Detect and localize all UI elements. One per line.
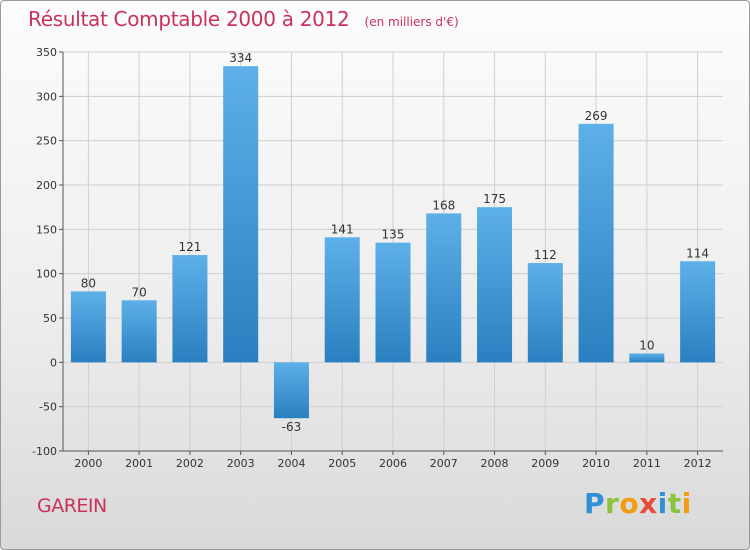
logo-letter: i	[681, 487, 692, 520]
x-tick-label: 2004	[277, 457, 305, 470]
bar-2008	[477, 207, 513, 363]
data-label-2009: 112	[534, 248, 557, 262]
x-tick-label: 2007	[430, 457, 458, 470]
data-label-2003: 334	[229, 51, 252, 65]
proxiti-logo[interactable]: Proxiti	[584, 487, 692, 520]
data-label-2012: 114	[686, 246, 709, 260]
bars	[70, 66, 716, 419]
x-tick-label: 2006	[379, 457, 407, 470]
x-tick-label: 2002	[176, 457, 204, 470]
data-label-2011: 10	[639, 338, 654, 352]
logo-letter: r	[605, 487, 620, 520]
chart-title: Résultat Comptable 2000 à 2012	[28, 7, 350, 31]
logo-letter: t	[667, 487, 682, 520]
bar-2003	[223, 66, 259, 363]
x-tick-label: 2012	[684, 457, 712, 470]
x-tick-label: 2009	[531, 457, 559, 470]
bar-2011	[629, 353, 665, 363]
y-tick-label: 250	[36, 135, 57, 148]
data-label-2002: 121	[178, 240, 201, 254]
bar-2010	[578, 123, 614, 363]
data-labels: 80 70 121 334 -63 141 135 168 175 112 269 10 114	[81, 51, 709, 434]
bar-2007	[426, 213, 462, 363]
x-tick-label: 2011	[633, 457, 661, 470]
y-tick-label: 150	[36, 223, 57, 236]
y-tick-label: 100	[36, 268, 57, 281]
x-tick-label: 2001	[125, 457, 153, 470]
x-tick-label: 2010	[582, 457, 610, 470]
logo-letter: P	[584, 487, 606, 520]
bar-2000	[70, 291, 106, 363]
commune-name: GAREIN	[37, 495, 107, 517]
bar-2004	[273, 362, 309, 419]
logo-letter: o	[619, 487, 640, 520]
data-label-2000: 80	[81, 276, 96, 290]
data-label-2001: 70	[132, 285, 147, 299]
chart-header: Résultat Comptable 2000 à 2012 (en milli…	[28, 7, 459, 31]
x-tick-label: 2008	[481, 457, 509, 470]
y-tick-label: -100	[32, 445, 57, 458]
y-tick-label: 0	[50, 356, 57, 369]
data-label-2004: -63	[282, 420, 302, 434]
y-tick-label: 350	[36, 46, 57, 59]
chart-unit: (en milliers d'€)	[364, 15, 459, 29]
data-label-2010: 269	[585, 109, 608, 123]
data-label-2005: 141	[331, 222, 354, 236]
data-label-2008: 175	[483, 192, 506, 206]
x-tick-label: 2005	[328, 457, 356, 470]
y-tick-label: 50	[43, 312, 57, 325]
bar-2006	[375, 242, 411, 363]
axes: -100 -50 0 50 100 150 200 250 300 350 2000 2001 2002…	[32, 46, 723, 470]
y-tick-label: -50	[39, 401, 57, 414]
data-label-2006: 135	[382, 228, 405, 242]
data-label-2007: 168	[432, 198, 455, 212]
x-tick-label: 2003	[227, 457, 255, 470]
y-tick-label: 300	[36, 90, 57, 103]
bar-2001	[121, 300, 157, 363]
y-tick-label: 200	[36, 179, 57, 192]
bar-2012	[680, 261, 716, 363]
x-tick-label: 2000	[74, 457, 102, 470]
logo-letter: x	[639, 487, 658, 520]
logo-letter: i	[657, 487, 668, 520]
bar-2009	[527, 263, 563, 363]
bar-2002	[172, 255, 208, 363]
bar-2005	[324, 237, 360, 363]
